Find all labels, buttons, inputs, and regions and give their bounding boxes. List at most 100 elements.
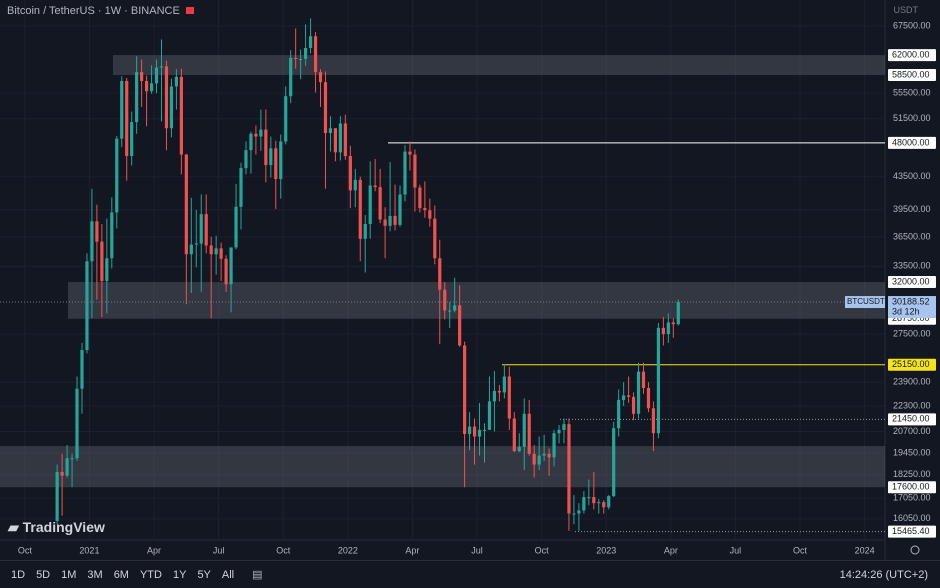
- range-button[interactable]: 6M: [113, 568, 129, 581]
- range-button[interactable]: 1Y: [172, 568, 187, 581]
- candle-body: [577, 510, 581, 514]
- x-tick-label: Oct: [276, 545, 291, 555]
- settings-icon[interactable]: [910, 545, 920, 555]
- y-tick-label: 51500.00: [893, 113, 931, 123]
- x-tick-label: Apr: [664, 545, 678, 555]
- candle-body: [517, 446, 521, 452]
- candle-body: [95, 221, 99, 242]
- candle-body: [110, 212, 114, 259]
- candle-body: [467, 426, 472, 435]
- range-button[interactable]: YTD: [139, 568, 162, 581]
- candle-body: [189, 244, 193, 255]
- candle-body: [164, 66, 169, 129]
- x-tick-label: Apr: [405, 545, 419, 555]
- candle-body: [532, 453, 536, 465]
- flag-icon[interactable]: [185, 7, 194, 14]
- candle-body: [264, 129, 268, 166]
- price-label-bg: [888, 525, 936, 538]
- candle-body: [333, 128, 338, 153]
- range-button[interactable]: 1M: [61, 568, 77, 581]
- candle-body: [254, 133, 258, 137]
- price-label-bg: [888, 69, 936, 82]
- candle-body: [537, 455, 541, 465]
- zone: [0, 446, 885, 488]
- x-tick-label: Jul: [213, 545, 225, 555]
- candle-body: [358, 179, 362, 239]
- price-label: 15465.40: [892, 526, 930, 536]
- price-label: 25150.00: [892, 359, 930, 369]
- price-label: 62000.00: [892, 49, 930, 59]
- candle-body: [90, 221, 94, 262]
- y-tick-label: 55500.00: [893, 87, 931, 97]
- candle-body: [308, 36, 313, 48]
- candle-body: [592, 497, 596, 504]
- last-price-bg: [888, 296, 936, 319]
- candle-body: [477, 429, 482, 437]
- candle-body: [348, 156, 352, 191]
- y-tick-label: 39500.00: [893, 204, 931, 214]
- candle-body: [641, 371, 646, 388]
- candle-body: [338, 123, 342, 153]
- candle-body: [458, 305, 462, 346]
- candle-body: [194, 243, 198, 245]
- candle-body: [343, 123, 347, 157]
- candle-body: [373, 185, 377, 188]
- x-tick-label: Apr: [147, 545, 161, 555]
- candle-body: [567, 424, 571, 514]
- candle-body: [60, 471, 64, 476]
- x-tick-label: Oct: [793, 545, 808, 555]
- candle-body: [497, 390, 501, 393]
- candle-body: [423, 208, 427, 211]
- calendar-icon[interactable]: ▤: [252, 569, 263, 581]
- range-button[interactable]: 1D: [11, 568, 26, 581]
- candle-body: [269, 148, 273, 166]
- candle-body: [279, 141, 283, 180]
- candle-body: [671, 322, 675, 325]
- candle-body: [403, 151, 407, 195]
- zone: [113, 55, 885, 76]
- range-button[interactable]: 5D: [36, 568, 51, 581]
- candle-body: [562, 424, 566, 430]
- y-tick-label: 20700.00: [893, 426, 931, 436]
- candle-body: [418, 187, 422, 209]
- candle-body: [527, 413, 531, 454]
- range-button[interactable]: 5Y: [197, 568, 211, 581]
- candle-body: [130, 122, 134, 157]
- candle-body: [368, 185, 372, 224]
- range-button[interactable]: 3M: [87, 568, 103, 581]
- candle-body: [507, 376, 511, 419]
- candle-body: [209, 245, 213, 255]
- candle-body: [636, 371, 641, 414]
- symbol-tag: BTCUSDT: [847, 297, 885, 306]
- candle-body: [80, 350, 84, 389]
- candle-body: [453, 305, 457, 311]
- candle-body: [363, 223, 367, 239]
- range-button[interactable]: All: [221, 568, 235, 581]
- candle-body: [482, 429, 487, 431]
- candle-body: [661, 327, 665, 335]
- candle-body: [149, 83, 154, 92]
- candle-body: [582, 497, 586, 511]
- candle-body: [656, 327, 661, 434]
- candle-body: [65, 458, 69, 476]
- candle-body: [174, 76, 179, 87]
- price-label-bg: [888, 276, 936, 289]
- candle-body: [557, 429, 561, 434]
- candle-body: [646, 387, 651, 409]
- candle-body: [120, 80, 124, 139]
- x-tick-label: 2023: [596, 545, 616, 555]
- candle-body: [428, 210, 432, 219]
- countdown: 3d 12h: [892, 306, 920, 316]
- candle-body: [463, 345, 467, 435]
- price-label: 48000.00: [892, 137, 930, 147]
- candle-body: [299, 58, 303, 60]
- candle-body: [383, 219, 387, 226]
- x-tick-label: Jul: [471, 545, 483, 555]
- candle-body: [135, 72, 139, 123]
- y-tick-label: 43500.00: [893, 171, 931, 181]
- price-label: 17600.00: [892, 482, 930, 492]
- candle-body: [448, 310, 452, 312]
- last-price: 30188.52: [892, 296, 930, 306]
- candle-body: [169, 86, 174, 129]
